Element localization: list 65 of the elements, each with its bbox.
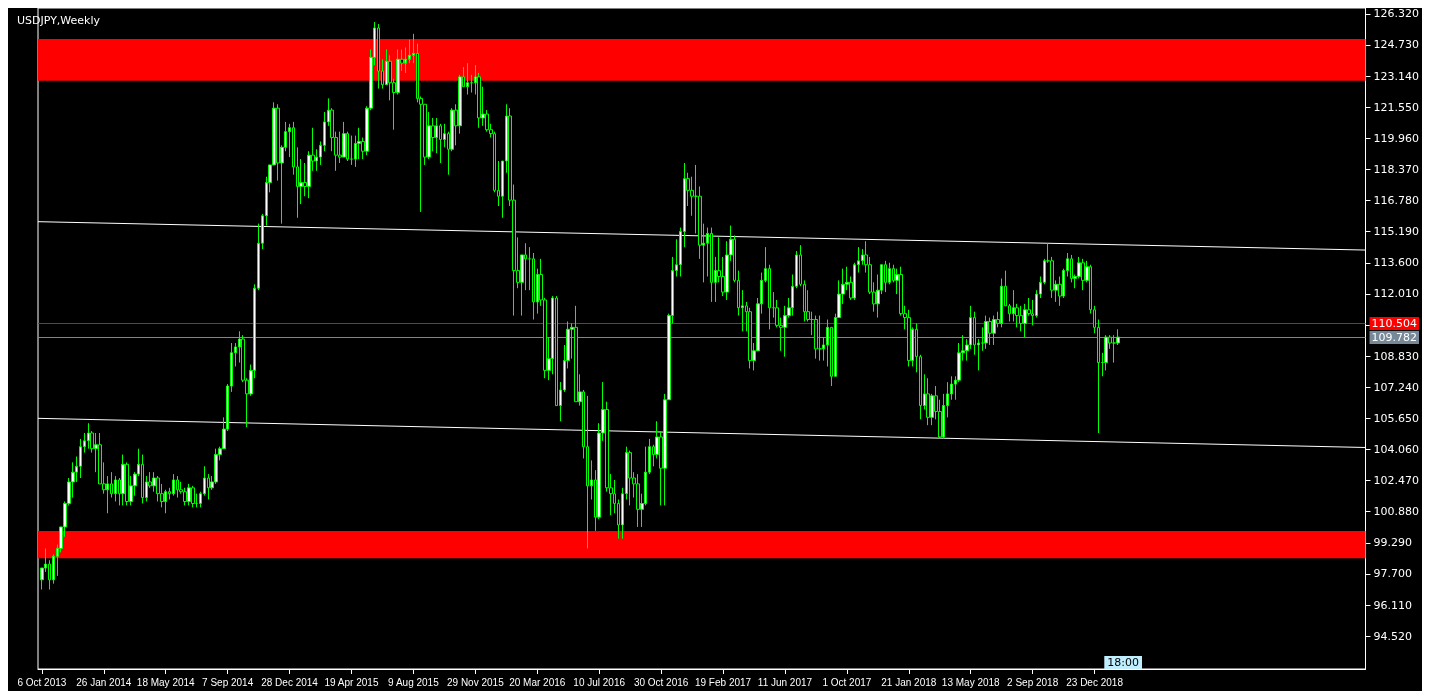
candlestick: [710, 227, 713, 303]
y-tick-label: 100.880: [1373, 505, 1420, 519]
candlestick: [350, 135, 353, 166]
x-tick-label: 2 Sep 2018: [1007, 676, 1059, 688]
candlestick: [988, 317, 992, 346]
y-tick-label: 115.190: [1373, 225, 1420, 239]
y-tick-label: 102.470: [1373, 474, 1420, 488]
y-tick-label: 105.650: [1373, 411, 1420, 425]
y-tick-label: 118.370: [1373, 162, 1420, 176]
candlestick: [176, 475, 179, 499]
y-tick-label: 96.110: [1373, 598, 1413, 612]
candlestick: [818, 315, 822, 362]
x-tick-label: 19 Apr 2015: [324, 676, 379, 688]
y-tick-label: 116.780: [1373, 194, 1420, 208]
x-tick-label: 1 Oct 2017: [822, 676, 872, 688]
candlestick: [1081, 258, 1085, 291]
candlestick: [172, 473, 175, 497]
candlestick: [114, 475, 117, 502]
y-tick-label: 121.550: [1373, 100, 1420, 114]
candlestick: [992, 315, 996, 346]
ref-line-label: 110.504: [1371, 316, 1418, 330]
x-tick-label: 29 Nov 2015: [446, 676, 505, 688]
y-tick-label: 99.290: [1373, 536, 1413, 550]
y-tick-label: 126.320: [1373, 7, 1420, 21]
text: USDJPY,Weekly: [17, 14, 101, 27]
x-tick-label: 13 May 2018: [941, 676, 1001, 688]
candlestick: [984, 315, 988, 350]
candlestick: [907, 309, 911, 367]
ref-line-label: 109.782: [1371, 331, 1418, 345]
candlestick: [926, 377, 930, 426]
x-tick-label: 18 May 2014: [136, 676, 196, 688]
y-tick-label: 119.960: [1373, 131, 1420, 145]
x-tick-label: 23 Dec 2018: [1066, 676, 1124, 688]
x-tick-label: 26 Jan 2014: [76, 676, 132, 688]
candlestick: [121, 454, 125, 506]
candlestick: [628, 450, 632, 506]
x-tick-label: 7 Sep 2014: [202, 676, 254, 688]
candlestick: [377, 23, 380, 90]
y-tick-label: 108.830: [1373, 349, 1420, 363]
y-tick-label: 123.140: [1373, 69, 1420, 83]
candlestick: [814, 315, 818, 360]
candlestick: [574, 305, 578, 403]
candlestick: [187, 483, 191, 506]
x-tick-label: 28 Dec 2014: [261, 676, 319, 688]
candlestick: [87, 422, 90, 450]
x-tick-label: 9 Aug 2015: [388, 676, 440, 688]
y-tick-label: 94.520: [1373, 629, 1413, 643]
x-tick-label: 11 Jun 2017: [757, 676, 813, 688]
x-tick-label: 19 Feb 2017: [694, 676, 752, 688]
x-tick-label: 20 Mar 2016: [509, 676, 566, 688]
y-tick-label: 112.010: [1373, 287, 1420, 301]
y-tick-label: 97.700: [1373, 567, 1413, 581]
x-tick-label: 21 Jan 2018: [881, 676, 937, 688]
y-tick-label: 107.240: [1373, 380, 1420, 394]
candlestick: [636, 473, 640, 528]
y-tick-label: 113.600: [1373, 256, 1420, 270]
annotation: 18:00: [1107, 656, 1139, 669]
candlestick: [884, 260, 887, 293]
x-tick-label: 10 Jul 2016: [573, 676, 626, 688]
x-tick-label: 30 Oct 2016: [633, 676, 689, 688]
candlestick: [191, 485, 195, 508]
y-tick-label: 124.730: [1373, 38, 1420, 52]
y-tick-label: 104.060: [1373, 442, 1420, 456]
x-tick-label: 6 Oct 2013: [17, 676, 67, 688]
candlestick: [466, 62, 469, 95]
